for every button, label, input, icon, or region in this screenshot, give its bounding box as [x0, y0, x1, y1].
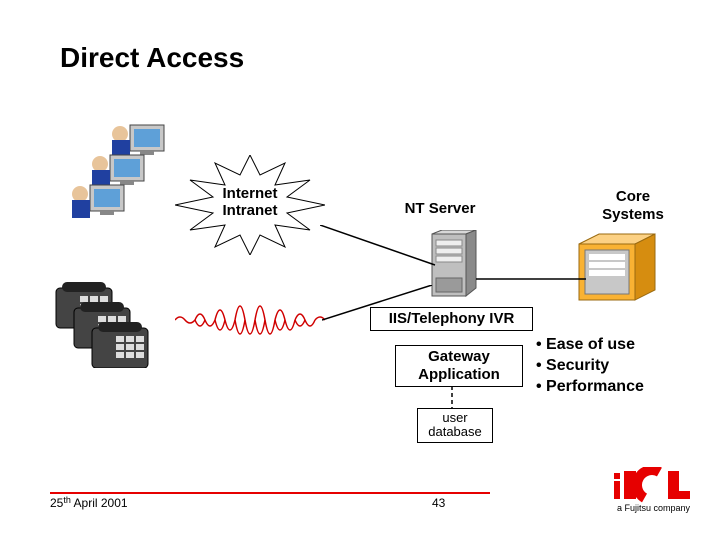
page-title: Direct Access	[60, 42, 244, 74]
logo: a Fujitsu company	[570, 467, 690, 522]
sound-wave-icon	[175, 290, 325, 355]
slide: Direct Access	[0, 0, 720, 540]
cloud-label-2: Intranet	[222, 202, 277, 219]
footer-date: 25th April 2001	[50, 496, 128, 510]
telephone-group	[50, 278, 160, 373]
nt-server-label: NT Server	[390, 200, 490, 218]
gateway-box: Gateway Application	[395, 345, 523, 387]
footer-page-number: 43	[432, 496, 445, 510]
user-database-box: user database	[417, 408, 493, 443]
mainframe-icon	[575, 232, 667, 309]
bullet-1: • Ease of use	[536, 335, 644, 356]
svg-text:a Fujitsu company: a Fujitsu company	[617, 503, 690, 513]
workstation-group	[50, 120, 180, 235]
connector-server-mainframe	[476, 268, 586, 286]
connector-cloud-server	[320, 225, 440, 280]
iis-telephony-box: IIS/Telephony IVR	[370, 307, 533, 331]
bullet-2: • Security	[536, 356, 644, 377]
core-systems-label: Core Systems	[588, 188, 678, 224]
network-cloud: Internet Intranet	[175, 155, 325, 260]
cloud-label-1: Internet	[222, 185, 277, 202]
benefit-bullets: • Ease of use • Security • Performance	[536, 335, 644, 397]
footer-divider	[50, 492, 490, 494]
bullet-3: • Performance	[536, 377, 644, 398]
